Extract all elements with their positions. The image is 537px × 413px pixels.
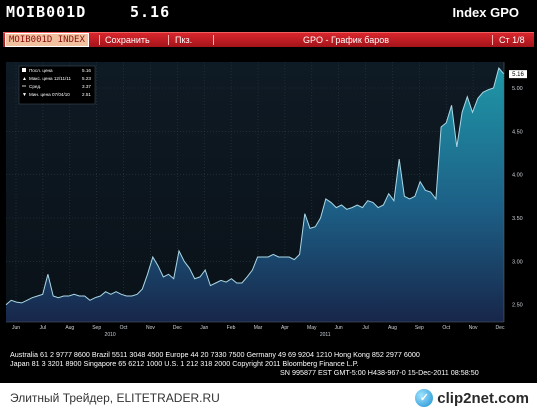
- caption-strip: Элитный Трейдер, ELITETRADER.RU ✓ clip2n…: [0, 383, 537, 413]
- legend-label: Сред.: [29, 84, 41, 89]
- toolbar-divider: [492, 35, 493, 45]
- index-function-label: Index GPO: [452, 5, 519, 20]
- ticker-symbol: MOIB001D: [6, 3, 87, 21]
- x-tick-label: Jun: [335, 325, 343, 331]
- price-chart: 2.50 3.00 3.50 4.00 4.50 5.00 Jun Jul Aug Sep Oct…: [0, 58, 537, 348]
- watermark: ✓ clip2net.com: [415, 387, 529, 409]
- x-tick-label: Jul: [362, 325, 368, 331]
- x-tick-label: Nov: [146, 325, 155, 331]
- source-caption: Элитный Трейдер, ELITETRADER.RU: [10, 391, 220, 405]
- chart-function-title: GPO - График баров: [303, 35, 389, 45]
- toolbar-divider: [99, 35, 100, 45]
- legend-label: Мин. цена 07/04/10: [29, 92, 70, 97]
- legend-value: 3.37: [82, 84, 91, 89]
- function-toolbar: MOIB001D INDEX Сохранить Пкз. GPO - Граф…: [3, 32, 534, 47]
- y-tick-label: 4.50: [512, 129, 523, 135]
- x-tick-label: Dec: [173, 325, 182, 331]
- x-tick-label: Oct: [442, 325, 450, 331]
- x-tick-label: Feb: [227, 325, 236, 331]
- legend-box: Посл. цена 5.16 ▲ Макс. цена 12/11/11 5.…: [18, 65, 96, 105]
- x-tick-label: May: [307, 325, 317, 331]
- legend-value: 5.16: [82, 68, 91, 73]
- footer-timestamp-line: SN 995877 EST GMT-5:00 H438-967-0 15-Dec…: [280, 368, 479, 377]
- up-arrow-icon: ▲: [22, 76, 27, 82]
- toolbar-divider: [213, 35, 214, 45]
- price-line: [5, 67, 505, 306]
- x-tick-label: Jan: [200, 325, 208, 331]
- down-arrow-icon: ▼: [22, 92, 27, 98]
- footer-contacts-line: Australia 61 2 9777 8600 Brazil 5511 304…: [10, 350, 420, 359]
- y-axis-ticks: 2.50 3.00 3.50 4.00 4.50 5.00: [512, 86, 523, 309]
- legend-value: 2.51: [82, 92, 91, 97]
- x-tick-label: Aug: [65, 325, 74, 331]
- price-area: [6, 68, 504, 322]
- x-tick-label: Oct: [120, 325, 128, 331]
- x-axis-ticks: Jun Jul Aug Sep Oct Nov Dec Jan Feb Mar Apr May Jun J…: [12, 325, 505, 331]
- save-button[interactable]: Сохранить: [105, 35, 150, 45]
- y-tick-label: 4.00: [512, 173, 523, 179]
- y-tick-label: 2.50: [512, 303, 523, 309]
- x-tick-label: Apr: [281, 325, 289, 331]
- display-button[interactable]: Пкз.: [175, 35, 193, 45]
- page-indicator[interactable]: Ст 1/8: [499, 35, 525, 45]
- y-tick-label: 3.50: [512, 216, 523, 222]
- y-tick-label: 5.00: [512, 86, 523, 92]
- last-price-tag: 5.16: [509, 70, 527, 79]
- x-tick-label: Sep: [92, 325, 101, 331]
- legend-value: 5.23: [82, 76, 91, 81]
- x-tick-label: Dec: [496, 325, 505, 331]
- x-tick-label: Mar: [254, 325, 263, 331]
- toolbar-divider: [168, 35, 169, 45]
- legend-label: Макс. цена 12/11/11: [29, 76, 71, 81]
- ticker-value: 5.16: [130, 3, 171, 21]
- footer-contacts-line: Japan 81 3 3201 8900 Singapore 65 6212 1…: [10, 359, 359, 368]
- year-label-2011: 2011: [320, 332, 331, 338]
- security-field[interactable]: MOIB001D INDEX: [5, 33, 89, 47]
- price-chart-svg: 2.50 3.00 3.50 4.00 4.50 5.00 Jun Jul Aug Sep Oct…: [5, 62, 527, 338]
- x-tick-label: Jun: [12, 325, 20, 331]
- x-tick-label: Sep: [415, 325, 424, 331]
- bloomberg-terminal: MOIB001D 5.16 Index GPO MOIB001D INDEX С…: [0, 0, 537, 383]
- x-tick-label: Jul: [40, 325, 46, 331]
- year-label-2010: 2010: [105, 332, 116, 338]
- y-tick-label: 3.00: [512, 259, 523, 265]
- legend-label: Посл. цена: [29, 68, 53, 73]
- watermark-text: clip2net.com: [437, 389, 529, 407]
- clip-icon: ✓: [415, 389, 434, 407]
- x-tick-label: Aug: [388, 325, 397, 331]
- ticker-bar: MOIB001D 5.16 Index GPO: [0, 0, 537, 30]
- last-price-value: 5.16: [512, 72, 524, 78]
- x-tick-label: Nov: [469, 325, 478, 331]
- square-marker-icon: [22, 68, 26, 72]
